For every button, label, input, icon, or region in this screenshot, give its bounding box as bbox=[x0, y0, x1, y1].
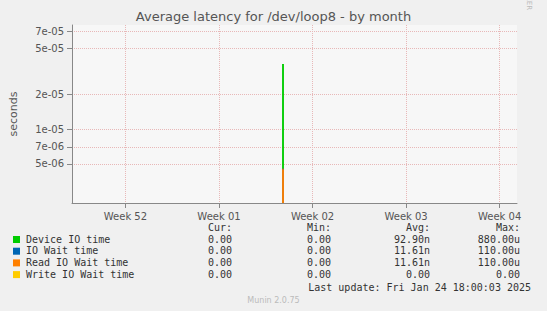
svg-text:92.90n: 92.90n bbox=[394, 234, 430, 245]
svg-text:11.61n: 11.61n bbox=[394, 245, 430, 256]
svg-text:11.61n: 11.61n bbox=[394, 257, 430, 268]
svg-text:Week 01: Week 01 bbox=[197, 211, 240, 222]
svg-text:2e-05: 2e-05 bbox=[35, 89, 64, 100]
svg-text:Cur:: Cur: bbox=[208, 222, 232, 233]
svg-text:0.00: 0.00 bbox=[208, 245, 232, 256]
svg-text:Week 03: Week 03 bbox=[384, 211, 427, 222]
svg-text:0.00: 0.00 bbox=[307, 245, 331, 256]
svg-text:Week 02: Week 02 bbox=[291, 211, 334, 222]
svg-text:seconds: seconds bbox=[7, 91, 20, 136]
svg-text:0.00: 0.00 bbox=[208, 269, 232, 280]
svg-text:110.00u: 110.00u bbox=[478, 257, 520, 268]
svg-text:Munin 2.0.75: Munin 2.0.75 bbox=[247, 296, 299, 305]
svg-text:0.00: 0.00 bbox=[496, 269, 520, 280]
svg-text:Last update: Fri Jan 24 18:00:: Last update: Fri Jan 24 18:00:03 2025 bbox=[308, 282, 531, 293]
svg-text:Min:: Min: bbox=[307, 222, 331, 233]
svg-text:5e-05: 5e-05 bbox=[35, 43, 64, 54]
svg-text:110.00u: 110.00u bbox=[478, 245, 520, 256]
svg-text:Avg:: Avg: bbox=[406, 222, 430, 233]
svg-text:0.00: 0.00 bbox=[307, 234, 331, 245]
svg-text:Average latency for /dev/loop8: Average latency for /dev/loop8 - by mont… bbox=[136, 9, 411, 24]
svg-text:Week 52: Week 52 bbox=[104, 211, 147, 222]
svg-text:Max:: Max: bbox=[496, 222, 520, 233]
svg-text:7e-05: 7e-05 bbox=[35, 26, 64, 37]
svg-text:RRDTOOL / TOBI OETIKER: RRDTOOL / TOBI OETIKER bbox=[525, 0, 533, 10]
svg-text:7e-06: 7e-06 bbox=[35, 141, 64, 152]
svg-text:Read IO Wait time: Read IO Wait time bbox=[26, 257, 128, 268]
svg-text:0.00: 0.00 bbox=[208, 234, 232, 245]
svg-text:Write IO Wait time: Write IO Wait time bbox=[26, 269, 134, 280]
svg-text:IO Wait time: IO Wait time bbox=[26, 245, 98, 256]
svg-text:0.00: 0.00 bbox=[208, 257, 232, 268]
svg-text:0.00: 0.00 bbox=[307, 269, 331, 280]
svg-text:0.00: 0.00 bbox=[406, 269, 430, 280]
svg-text:Week 04: Week 04 bbox=[478, 211, 521, 222]
svg-text:5e-06: 5e-06 bbox=[35, 158, 64, 169]
svg-text:1e-05: 1e-05 bbox=[35, 124, 64, 135]
svg-text:0.00: 0.00 bbox=[307, 257, 331, 268]
svg-text:880.00u: 880.00u bbox=[478, 234, 520, 245]
svg-text:Device IO time: Device IO time bbox=[26, 234, 110, 245]
